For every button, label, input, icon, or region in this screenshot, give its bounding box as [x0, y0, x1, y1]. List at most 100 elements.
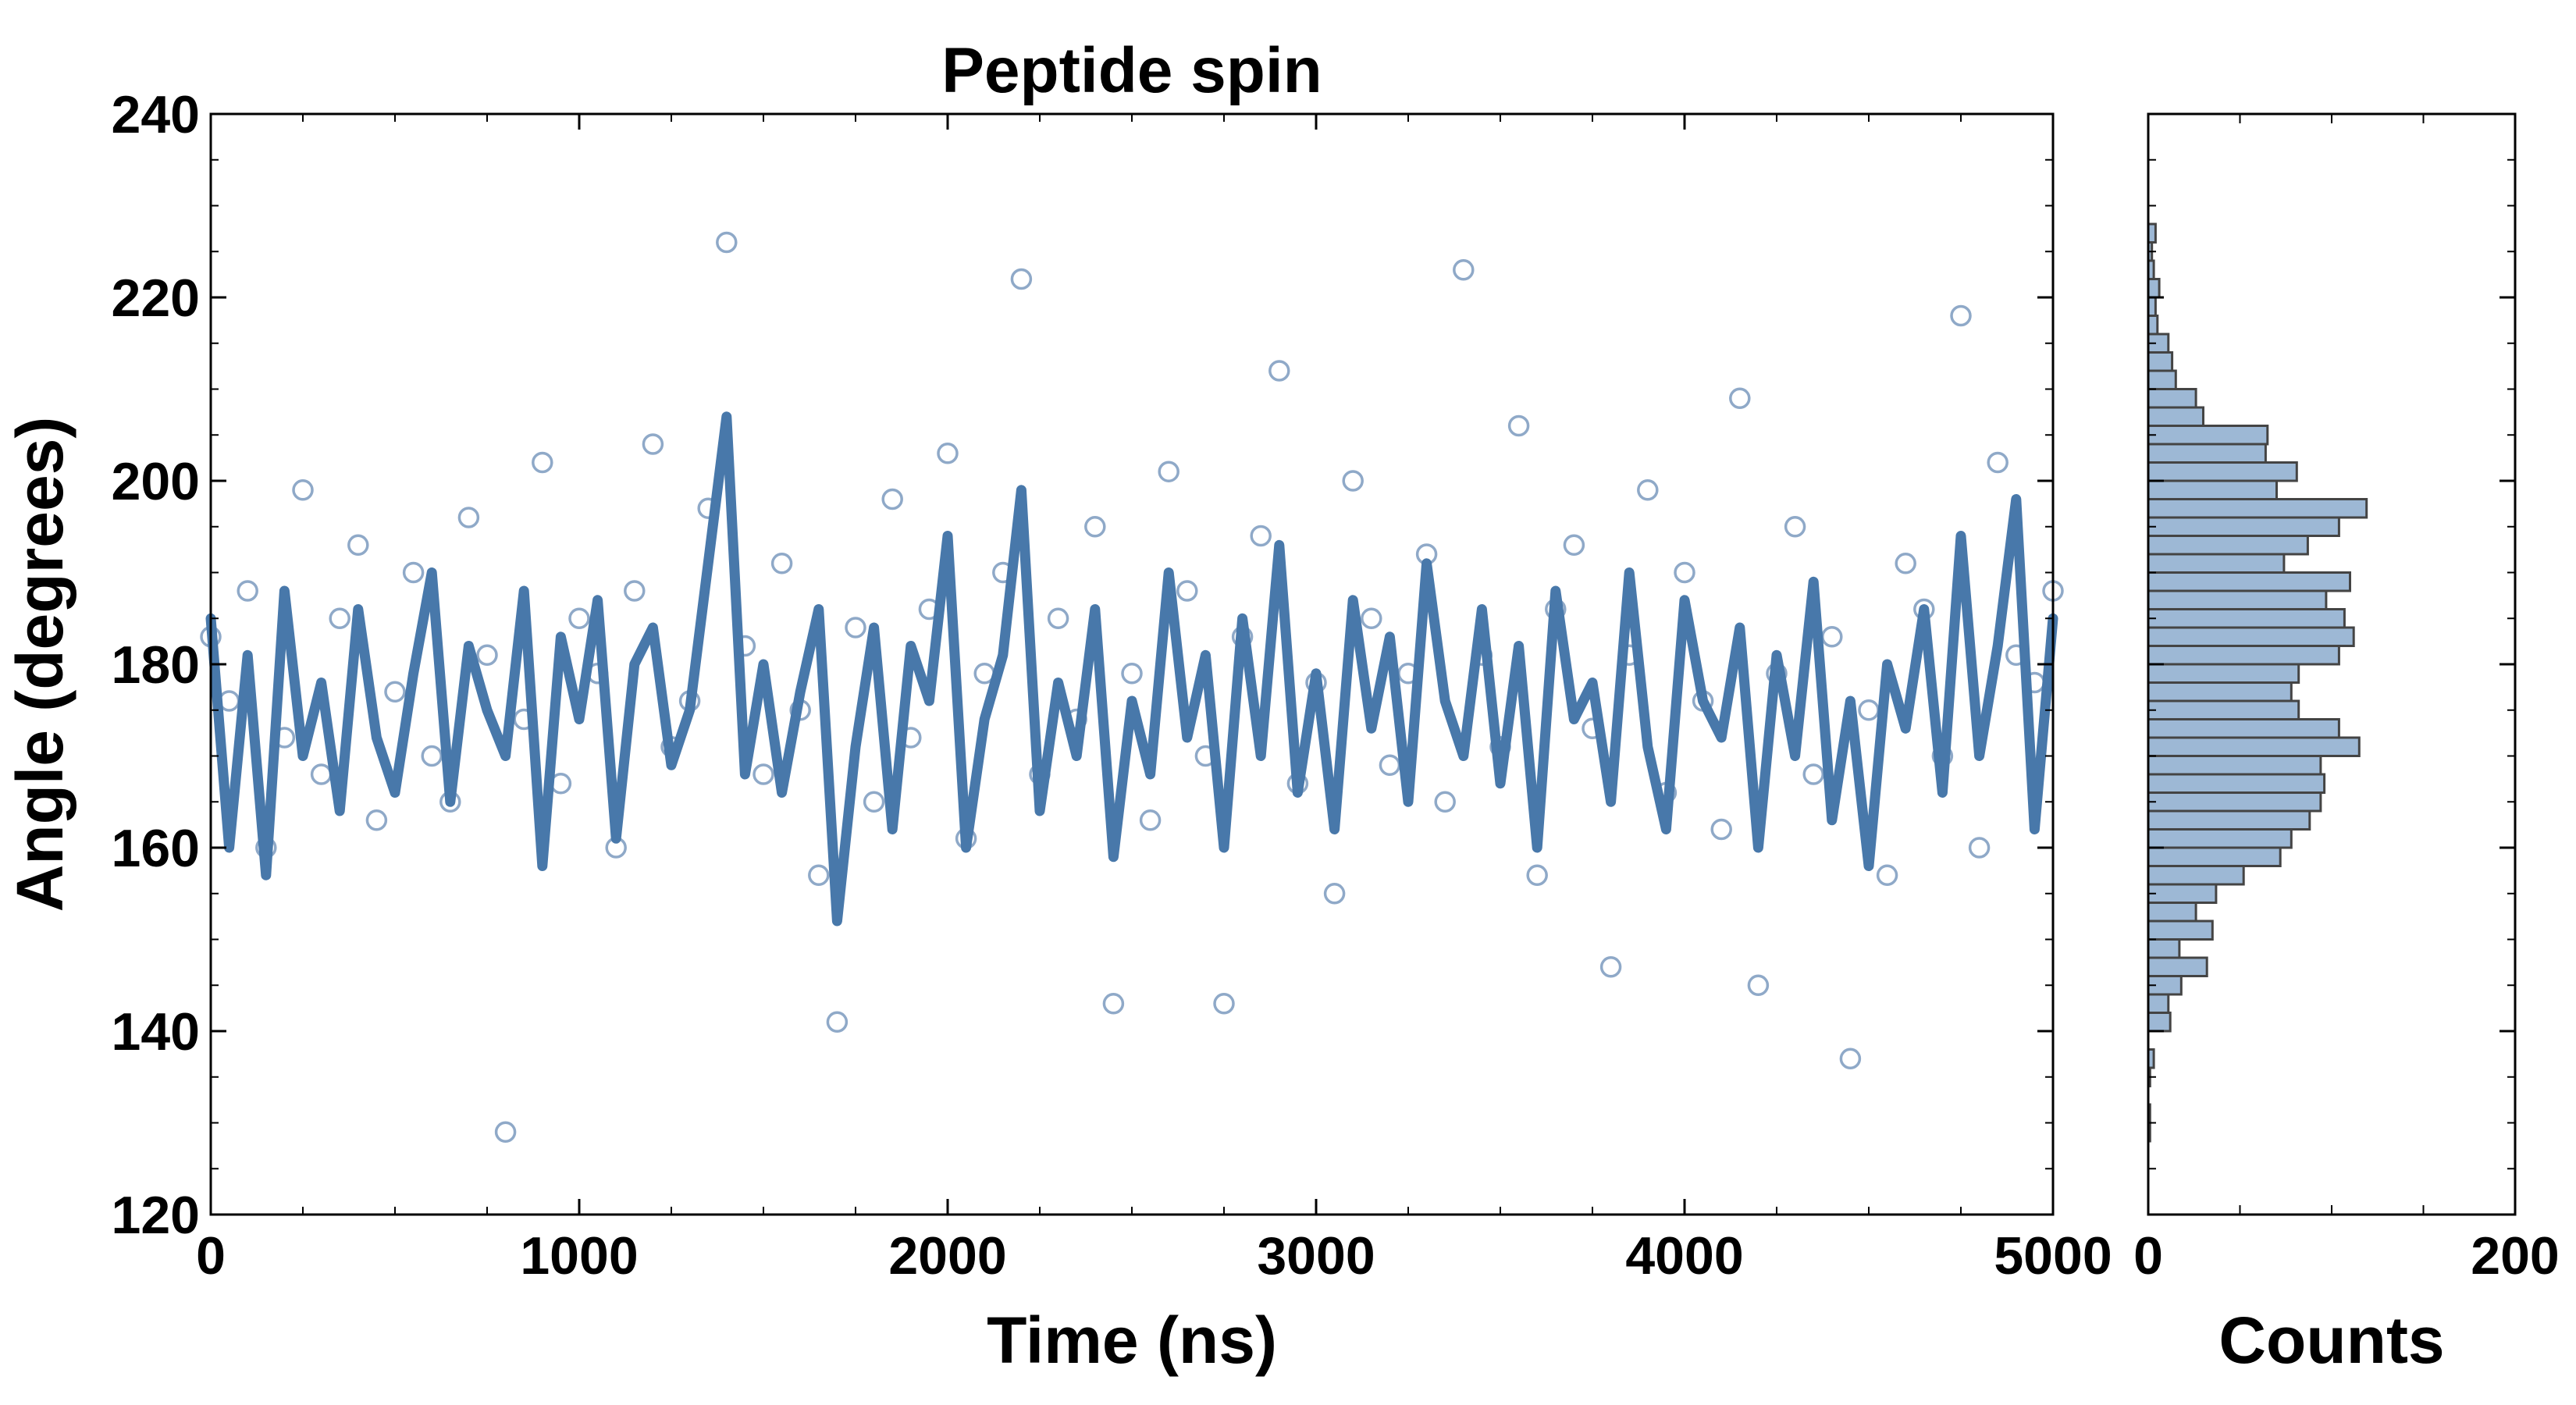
histogram-bar	[2147, 479, 2278, 500]
histogram-bar	[2147, 553, 2286, 574]
histogram-bar	[2147, 498, 2368, 519]
scatter-point	[1839, 1048, 1862, 1070]
histogram-bar	[2147, 681, 2293, 702]
histogram-bar	[2147, 755, 2322, 776]
scatter-point	[1729, 387, 1751, 410]
chart-title: Peptide spin	[941, 35, 1322, 106]
y-tick-label: 180	[112, 635, 200, 695]
histogram-bar	[2147, 718, 2340, 739]
scatter-point	[1084, 516, 1106, 538]
scatter-point	[1821, 626, 1843, 648]
histogram-bar	[2147, 773, 2326, 794]
histogram-x-axis-label: Counts	[2218, 1304, 2444, 1377]
histogram-bar	[2147, 663, 2300, 684]
histogram-bar	[2147, 351, 2174, 372]
scatter-point	[1434, 791, 1456, 813]
scatter-point	[329, 607, 350, 630]
main-axis-ticks: 0 1000 2000 3000 4000 5000 120 140 160 180 200 220 2…	[112, 85, 2112, 1286]
x-axis-label: Time (ns)	[987, 1304, 1277, 1377]
scatter-point	[1047, 607, 1069, 630]
scatter-point	[770, 553, 793, 574]
scatter-point	[365, 809, 388, 831]
y-tick-label: 160	[112, 819, 200, 878]
histogram-bar	[2147, 535, 2309, 556]
histogram-bar	[2147, 699, 2300, 720]
y-tick-label: 140	[112, 1002, 200, 1062]
y-tick-label: 120	[112, 1186, 200, 1245]
scatter-point	[1747, 974, 1770, 997]
histogram-bar	[2147, 369, 2177, 390]
scatter-point	[1876, 864, 1898, 887]
scatter-point	[1950, 304, 1972, 327]
histogram-bar	[2147, 571, 2351, 592]
scatter-point	[716, 231, 738, 254]
histogram-bar	[2147, 828, 2293, 849]
histogram-bar	[2147, 315, 2159, 336]
scatter-point	[863, 791, 885, 813]
scatter-point	[1710, 818, 1732, 841]
histogram-bar	[2147, 406, 2204, 427]
scatter-point	[808, 864, 830, 887]
histogram-bar	[2147, 809, 2311, 831]
scatter-point	[1526, 864, 1548, 887]
histogram-bar	[2147, 645, 2340, 666]
histogram-bar	[2147, 589, 2328, 610]
x-tick-label: 4000	[1625, 1226, 1743, 1286]
x-tick-label: 3000	[1257, 1226, 1375, 1286]
scatter-point	[1176, 580, 1198, 602]
histogram-bar	[2147, 388, 2197, 409]
histogram-bar	[2147, 938, 2181, 959]
scatter-point	[1323, 883, 1346, 905]
histogram-bar	[2147, 993, 2170, 1014]
scatter-point	[1010, 268, 1033, 290]
scatter-point	[1379, 754, 1401, 777]
scatter-point	[1507, 414, 1530, 437]
scatter-point	[624, 580, 646, 602]
x-tick-label: 0	[196, 1226, 226, 1286]
scatter-point	[1268, 360, 1290, 382]
scatter-point	[1250, 525, 1272, 547]
scatter-point	[1637, 479, 1659, 501]
histogram-bar	[2147, 865, 2245, 886]
scatter-point	[881, 488, 903, 510]
histogram-bar	[2147, 516, 2340, 537]
scatter-point	[1968, 837, 1991, 859]
scatter-point	[532, 451, 553, 474]
histogram-bar	[2147, 902, 2197, 923]
scatter-point	[1784, 516, 1806, 538]
histogram-plot: 0 200 Counts	[2133, 112, 2560, 1377]
histogram-bar	[2147, 791, 2322, 813]
smoothed-line	[205, 411, 2058, 927]
scatter-point	[421, 745, 443, 767]
histogram-bar	[2147, 919, 2214, 941]
scatter-point	[1342, 470, 1364, 492]
scatter-point	[1802, 763, 1824, 785]
scatter-point	[402, 561, 425, 584]
histogram-bar	[2147, 443, 2267, 464]
scatter-point	[1121, 663, 1143, 685]
histogram-bar	[2147, 956, 2208, 977]
scatter-point	[1139, 809, 1162, 831]
scatter-point	[457, 507, 480, 528]
scatter-point	[826, 1011, 849, 1033]
scatter-point	[1102, 993, 1125, 1015]
scatter-point	[1987, 451, 2008, 474]
scatter-point	[237, 580, 258, 602]
histogram-bar	[2147, 736, 2361, 757]
scatter-point	[753, 763, 774, 785]
histogram-x-tick-label: 0	[2133, 1226, 2163, 1286]
y-tick-label: 220	[112, 269, 200, 328]
scatter-point	[494, 1121, 517, 1144]
scatter-point	[1895, 553, 1916, 574]
scatter-point	[937, 443, 959, 464]
scatter-point	[1361, 607, 1382, 630]
scatter-point	[476, 644, 498, 667]
histogram-bar	[2147, 1012, 2172, 1033]
histogram-bar	[2147, 608, 2346, 629]
scatter-point	[1563, 534, 1585, 557]
scatter-point	[1453, 259, 1475, 281]
y-tick-label: 200	[112, 452, 200, 511]
histogram-axis-ticks: 0 200	[2133, 112, 2560, 1286]
y-tick-label: 240	[112, 85, 200, 144]
